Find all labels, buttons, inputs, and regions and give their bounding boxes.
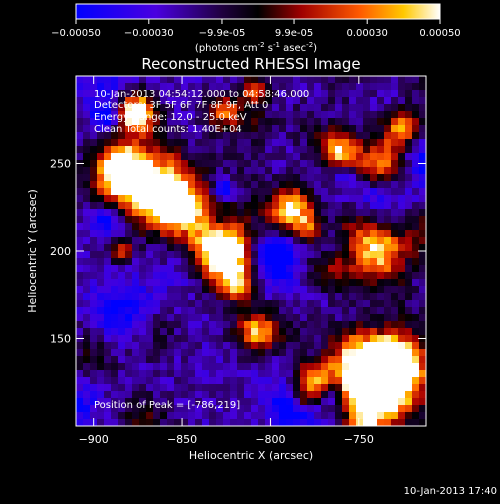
y-tick-label: 250: [50, 158, 71, 171]
colorbar-tick-label: −9.9e-05: [199, 28, 246, 39]
x-tick-label: −750: [344, 433, 374, 446]
colorbar: [75, 3, 441, 20]
y-axis-label: Heliocentric Y (arcsec): [26, 189, 39, 313]
colorbar-tick-label: −0.00050: [51, 28, 101, 39]
y-axis-ticks: 150 200 250: [50, 158, 426, 346]
y-tick-label: 150: [50, 333, 71, 346]
annotation-energy: Energy Range: 12.0 - 25.0 keV: [94, 112, 247, 123]
footer-timestamp: 10-Jan-2013 17:40: [404, 486, 497, 497]
x-axis-label: Heliocentric X (arcsec): [189, 449, 313, 462]
x-tick-label: −850: [167, 433, 197, 446]
x-axis-ticks: −900 −850 −800 −750: [79, 76, 374, 446]
annotation-method: Clean Total counts: 1.40E+04: [94, 124, 242, 135]
colorbar-tick-label: 0.00030: [347, 28, 388, 39]
colorbar-tick-label: 9.9e-05: [275, 28, 313, 39]
x-tick-label: −900: [79, 433, 109, 446]
colorbar-label: (photons cm-2 s-1 asec-2): [195, 41, 317, 54]
colorbar-ticks: −0.00050 −0.00030 −9.9e-05 9.9e-05 0.00030 0.…: [51, 19, 461, 39]
colorbar-tick-label: −0.00030: [124, 28, 174, 39]
annotation-time-range: 10-Jan-2013 04:54:12.000 to 04:58:46.000: [94, 89, 309, 100]
annotation-peak: Position of Peak = [-786,219]: [94, 400, 240, 411]
heatmap-cells: [76, 76, 426, 426]
x-tick-label: −800: [255, 433, 285, 446]
colorbar-tick-label: 0.00050: [419, 28, 460, 39]
annotation-detectors: Detectors: 3F 5F 6F 7F 8F 9F, Att 0: [94, 100, 268, 111]
chart-title: Reconstructed RHESSI Image: [141, 55, 360, 73]
y-tick-label: 200: [50, 245, 71, 258]
